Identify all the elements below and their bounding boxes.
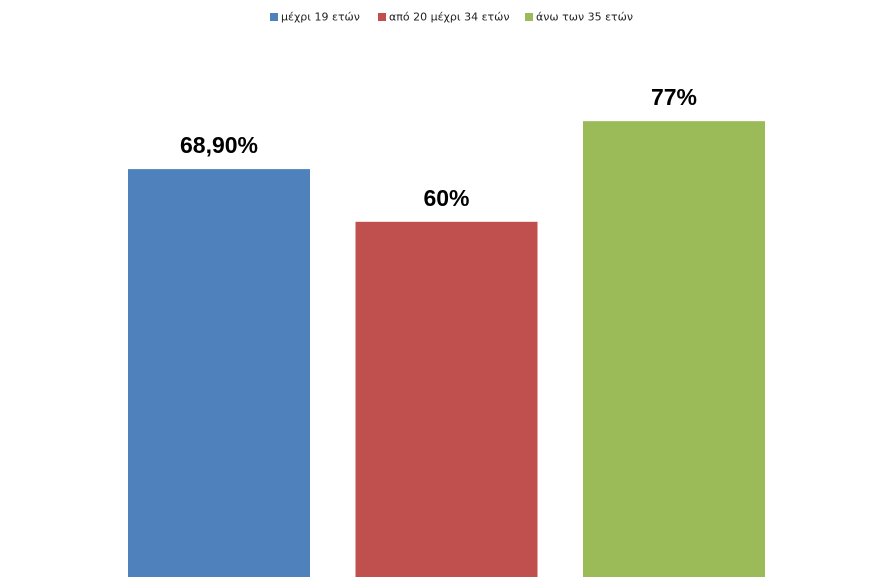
bar	[355, 221, 538, 578]
value-label: 77%	[651, 84, 697, 110]
legend-text: από 20 μέχρι 34 ετών	[389, 11, 510, 24]
bar	[583, 121, 765, 577]
legend-swatch	[378, 13, 386, 21]
legend-swatch	[525, 13, 533, 21]
legend-text: μέχρι 19 ετών	[281, 11, 360, 24]
legend-text: άνω των 35 ετών	[536, 11, 633, 24]
bar	[128, 169, 310, 577]
legend-swatch	[270, 13, 278, 21]
value-label: 60%	[423, 185, 469, 211]
value-label: 68,90%	[180, 132, 258, 158]
